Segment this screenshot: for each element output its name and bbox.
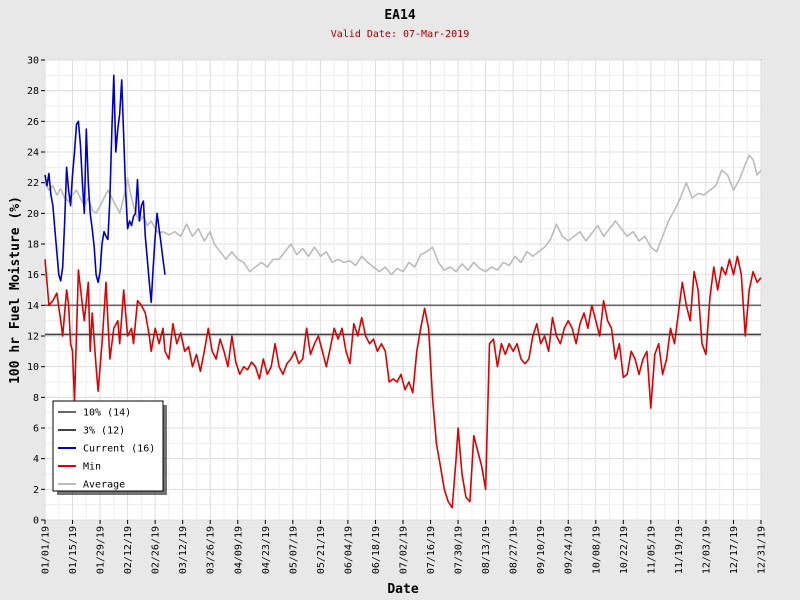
x-tick-label: 10/22/19: [619, 526, 630, 574]
y-tick-label: 30: [27, 56, 39, 67]
chart-title: EA14: [384, 8, 415, 23]
x-tick-label: 03/26/19: [206, 526, 217, 574]
x-tick-label: 08/27/19: [509, 526, 520, 574]
x-tick-label: 03/12/19: [178, 526, 189, 574]
y-tick-label: 26: [27, 117, 39, 128]
y-tick-label: 8: [33, 393, 39, 404]
series-min: [44, 255, 762, 509]
x-tick-label: 05/21/19: [316, 526, 327, 574]
x-tick-label: 04/23/19: [261, 526, 272, 574]
y-tick-label: 22: [27, 178, 39, 189]
legend-label: Min: [83, 462, 101, 473]
x-tick-label: 02/12/19: [123, 526, 134, 574]
x-tick-label: 06/04/19: [343, 526, 354, 574]
y-tick-label: 16: [27, 270, 39, 281]
x-tick-label: 08/13/19: [481, 526, 492, 574]
x-tick-label: 06/18/19: [371, 526, 382, 574]
y-tick-label: 4: [33, 454, 39, 465]
x-tick-label: 09/10/19: [536, 526, 547, 574]
x-axis-ticks: 01/01/19 01/15/19 01/29/19 02/12/19 02/26/19…: [41, 520, 768, 574]
series-lines: [44, 74, 762, 509]
y-tick-label: 18: [27, 240, 39, 251]
x-tick-label: 04/09/19: [233, 526, 244, 574]
x-tick-label: 11/05/19: [646, 526, 657, 574]
x-tick-label: 01/29/19: [96, 526, 107, 574]
y-tick-label: 28: [27, 86, 39, 97]
y-tick-label: 10: [27, 362, 39, 373]
x-tick-label: 10/08/19: [591, 526, 602, 574]
y-tick-label: 24: [27, 148, 39, 159]
legend-label: 10% (14): [83, 408, 131, 419]
series-average: [44, 154, 762, 276]
x-tick-label: 07/02/19: [399, 526, 410, 574]
x-tick-label: 12/17/19: [729, 526, 740, 574]
x-tick-label: 07/30/19: [454, 526, 465, 574]
x-tick-label: 01/01/19: [41, 526, 52, 574]
y-tick-label: 12: [27, 332, 39, 343]
x-tick-label: 12/31/19: [757, 526, 768, 574]
x-tick-label: 01/15/19: [68, 526, 79, 574]
y-tick-label: 6: [33, 424, 39, 435]
x-tick-label: 05/07/19: [288, 526, 299, 574]
x-tick-label: 11/19/19: [674, 526, 685, 574]
legend-box: [52, 400, 164, 492]
chart-subtitle: Valid Date: 07-Mar-2019: [331, 29, 469, 40]
legend-label: Average: [83, 480, 125, 491]
y-tick-label: 2: [33, 485, 39, 496]
x-tick-label: 02/26/19: [151, 526, 162, 574]
x-tick-label: 12/03/19: [701, 526, 712, 574]
legend: 10% (14) 3% (12) Current (16) Min Average: [52, 400, 167, 495]
series-current-16: [44, 74, 166, 304]
x-axis-title: Date: [387, 582, 418, 597]
x-tick-label: 09/24/19: [564, 526, 575, 574]
x-tick-label: 07/16/19: [426, 526, 437, 574]
y-tick-label: 14: [27, 301, 39, 312]
y-axis-title: 100 hr Fuel Moisture (%): [8, 196, 23, 384]
y-tick-label: 20: [27, 209, 39, 220]
legend-label: Current (16): [83, 444, 155, 455]
legend-label: 3% (12): [83, 426, 125, 437]
y-tick-label: 0: [33, 516, 39, 527]
